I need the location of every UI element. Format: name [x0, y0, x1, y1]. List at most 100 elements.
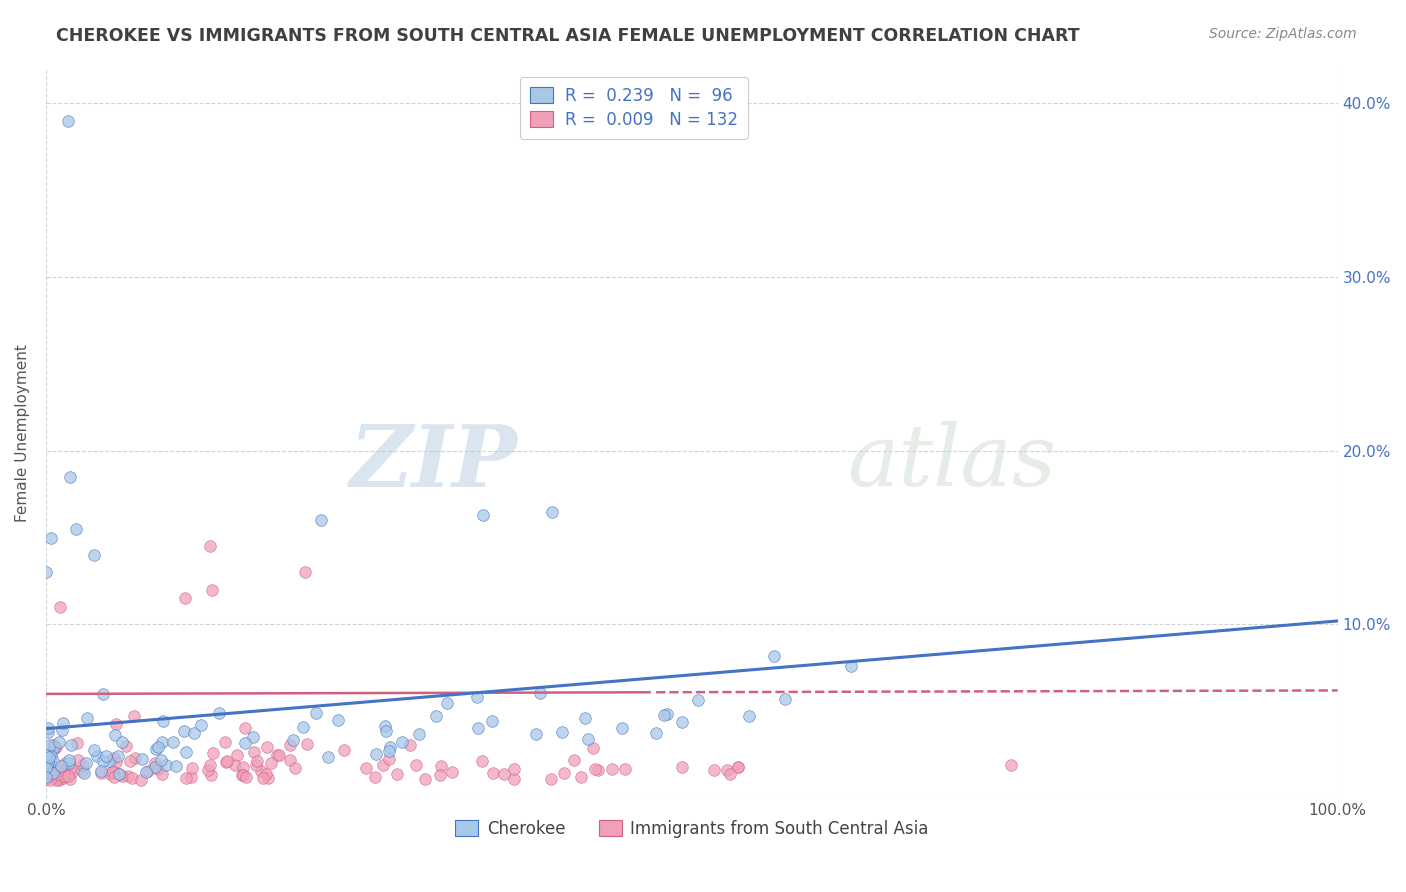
- Point: [235, 770, 257, 784]
- Point: [91, 686, 114, 700]
- Point: [727, 760, 749, 774]
- Point: [129, 773, 152, 788]
- Point: [174, 591, 197, 606]
- Point: [35, 772, 58, 786]
- Point: [49, 759, 72, 773]
- Point: [162, 735, 184, 749]
- Y-axis label: Female Unemployment: Female Unemployment: [15, 344, 30, 523]
- Point: [60, 766, 83, 780]
- Point: [65, 522, 87, 536]
- Point: [83, 548, 105, 562]
- Point: [108, 767, 131, 781]
- Point: [260, 756, 283, 771]
- Point: [42, 754, 65, 768]
- Point: [58, 754, 80, 768]
- Point: [720, 766, 742, 780]
- Point: [245, 758, 267, 772]
- Point: [294, 566, 316, 580]
- Point: [98, 755, 121, 769]
- Point: [232, 768, 254, 782]
- Point: [37, 755, 59, 769]
- Point: [48, 734, 70, 748]
- Point: [295, 737, 318, 751]
- Point: [46, 763, 69, 777]
- Point: [266, 747, 288, 762]
- Point: [363, 770, 385, 784]
- Point: [136, 764, 159, 779]
- Point: [716, 764, 738, 778]
- Point: [328, 713, 350, 727]
- Point: [762, 649, 785, 664]
- Point: [143, 760, 166, 774]
- Point: [51, 723, 73, 738]
- Point: [35, 758, 58, 772]
- Point: [48, 773, 70, 788]
- Point: [738, 708, 761, 723]
- Point: [52, 769, 75, 783]
- Text: CHEROKEE VS IMMIGRANTS FROM SOUTH CENTRAL ASIA FEMALE UNEMPLOYMENT CORRELATION C: CHEROKEE VS IMMIGRANTS FROM SOUTH CENTRA…: [56, 27, 1080, 45]
- Point: [35, 761, 58, 775]
- Point: [377, 744, 399, 758]
- Point: [75, 756, 97, 771]
- Point: [198, 758, 221, 772]
- Point: [41, 768, 63, 782]
- Point: [35, 767, 58, 781]
- Point: [586, 763, 609, 777]
- Point: [104, 728, 127, 742]
- Point: [644, 726, 666, 740]
- Point: [612, 721, 634, 735]
- Point: [90, 764, 112, 778]
- Point: [121, 771, 143, 785]
- Point: [256, 739, 278, 754]
- Point: [46, 771, 69, 785]
- Point: [378, 752, 401, 766]
- Point: [48, 600, 70, 615]
- Point: [305, 706, 328, 720]
- Point: [246, 755, 269, 769]
- Point: [120, 755, 142, 769]
- Point: [190, 717, 212, 731]
- Point: [181, 760, 204, 774]
- Point: [51, 772, 73, 786]
- Point: [131, 752, 153, 766]
- Point: [284, 761, 307, 775]
- Point: [124, 751, 146, 765]
- Point: [242, 730, 264, 744]
- Point: [174, 771, 197, 785]
- Point: [94, 749, 117, 764]
- Point: [224, 758, 246, 772]
- Point: [562, 753, 585, 767]
- Point: [540, 772, 562, 786]
- Point: [39, 769, 62, 783]
- Point: [103, 751, 125, 765]
- Point: [44, 768, 66, 782]
- Point: [214, 735, 236, 749]
- Point: [378, 739, 401, 754]
- Point: [425, 709, 447, 723]
- Point: [59, 761, 82, 775]
- Point: [59, 772, 82, 786]
- Point: [671, 714, 693, 729]
- Point: [35, 756, 58, 771]
- Point: [385, 767, 408, 781]
- Point: [574, 710, 596, 724]
- Point: [55, 762, 77, 776]
- Point: [35, 761, 58, 775]
- Point: [91, 754, 114, 768]
- Point: [374, 719, 396, 733]
- Point: [45, 740, 67, 755]
- Point: [52, 771, 75, 785]
- Point: [503, 772, 526, 786]
- Point: [686, 693, 709, 707]
- Point: [35, 758, 58, 772]
- Point: [73, 766, 96, 780]
- Point: [413, 772, 436, 786]
- Point: [551, 725, 574, 739]
- Point: [208, 706, 231, 720]
- Point: [226, 748, 249, 763]
- Point: [254, 767, 277, 781]
- Point: [283, 733, 305, 747]
- Point: [35, 770, 58, 784]
- Point: [41, 748, 63, 763]
- Point: [38, 750, 60, 764]
